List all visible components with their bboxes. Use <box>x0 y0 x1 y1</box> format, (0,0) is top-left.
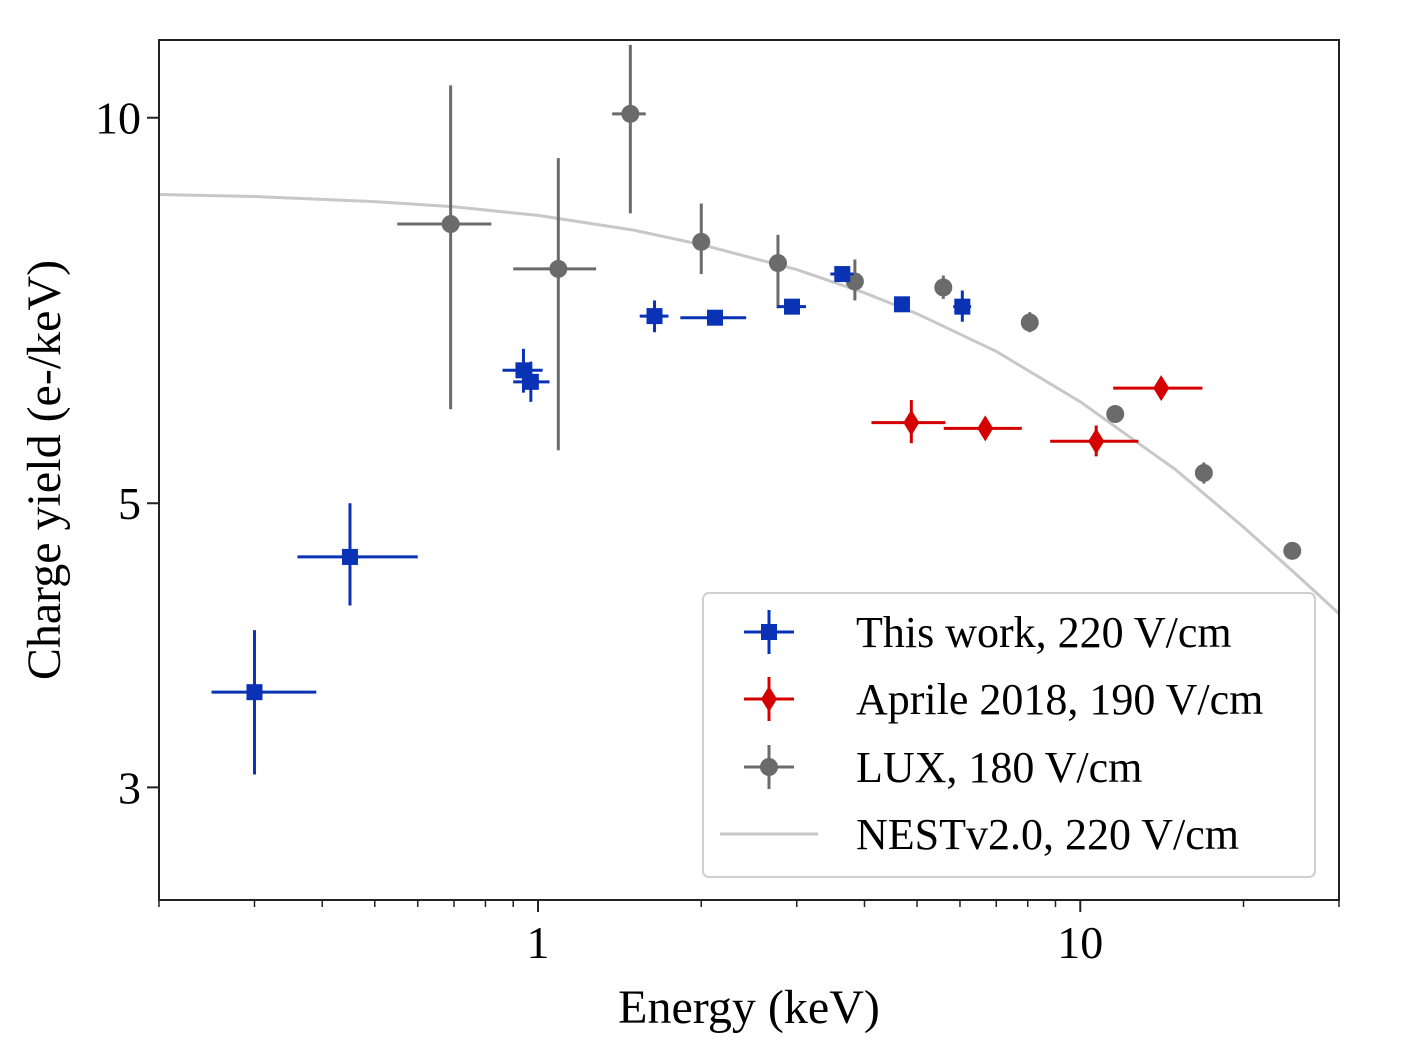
y-axis-title: Charge yield (e-/keV) <box>18 260 71 680</box>
x-axis-title: Energy (keV) <box>618 981 880 1034</box>
legend-aprile-2018-marker <box>761 686 777 712</box>
y-tick-label: 10 <box>95 93 141 144</box>
x-tick-label: 1 <box>527 917 550 968</box>
lux-point <box>1194 463 1213 482</box>
legend: This work, 220 V/cm Aprile 2018, 190 V/cm… <box>702 592 1316 878</box>
lux-point <box>934 278 953 297</box>
lux-point <box>845 272 864 291</box>
axis-ticks: 1 10 3 5 10 <box>95 93 1340 968</box>
legend-this-work-label: This work, 220 V/cm <box>856 608 1232 657</box>
this-work-point <box>341 548 358 565</box>
y-tick-label: 3 <box>118 762 141 813</box>
this-work-point <box>706 309 723 326</box>
this-work-point <box>893 296 910 313</box>
nest-curve <box>158 193 1341 615</box>
this-work-point <box>954 298 971 315</box>
x-tick-label: 10 <box>1057 917 1103 968</box>
this-work-point <box>834 266 851 283</box>
this-work-point <box>246 684 263 701</box>
aprile-2018-point <box>903 409 920 436</box>
lux-point <box>621 104 640 123</box>
aprile-2018-point <box>1153 375 1170 402</box>
legend-box <box>702 592 1316 878</box>
lux-point <box>1020 313 1039 332</box>
legend-this-work-marker <box>761 624 777 640</box>
lux-point <box>1283 541 1302 560</box>
this-work-point <box>646 308 663 325</box>
aprile-2018-point <box>977 415 994 442</box>
y-tick-label: 5 <box>118 478 141 529</box>
aprile-2018-point <box>1088 428 1105 455</box>
this-work-point <box>522 373 539 390</box>
legend-nest-label: NESTv2.0, 220 V/cm <box>856 810 1239 859</box>
lux-point <box>1106 405 1125 424</box>
legend-lux-marker <box>760 758 778 776</box>
lux-point <box>768 254 787 273</box>
lux-point <box>692 232 711 251</box>
lux-point <box>549 259 568 278</box>
lux-point <box>441 215 460 234</box>
legend-aprile-2018-label: Aprile 2018, 190 V/cm <box>856 675 1263 724</box>
plot-frame <box>158 39 1340 901</box>
plot-area <box>158 44 1341 775</box>
this-work-point <box>783 298 800 315</box>
legend-lux-label: LUX, 180 V/cm <box>856 743 1142 792</box>
